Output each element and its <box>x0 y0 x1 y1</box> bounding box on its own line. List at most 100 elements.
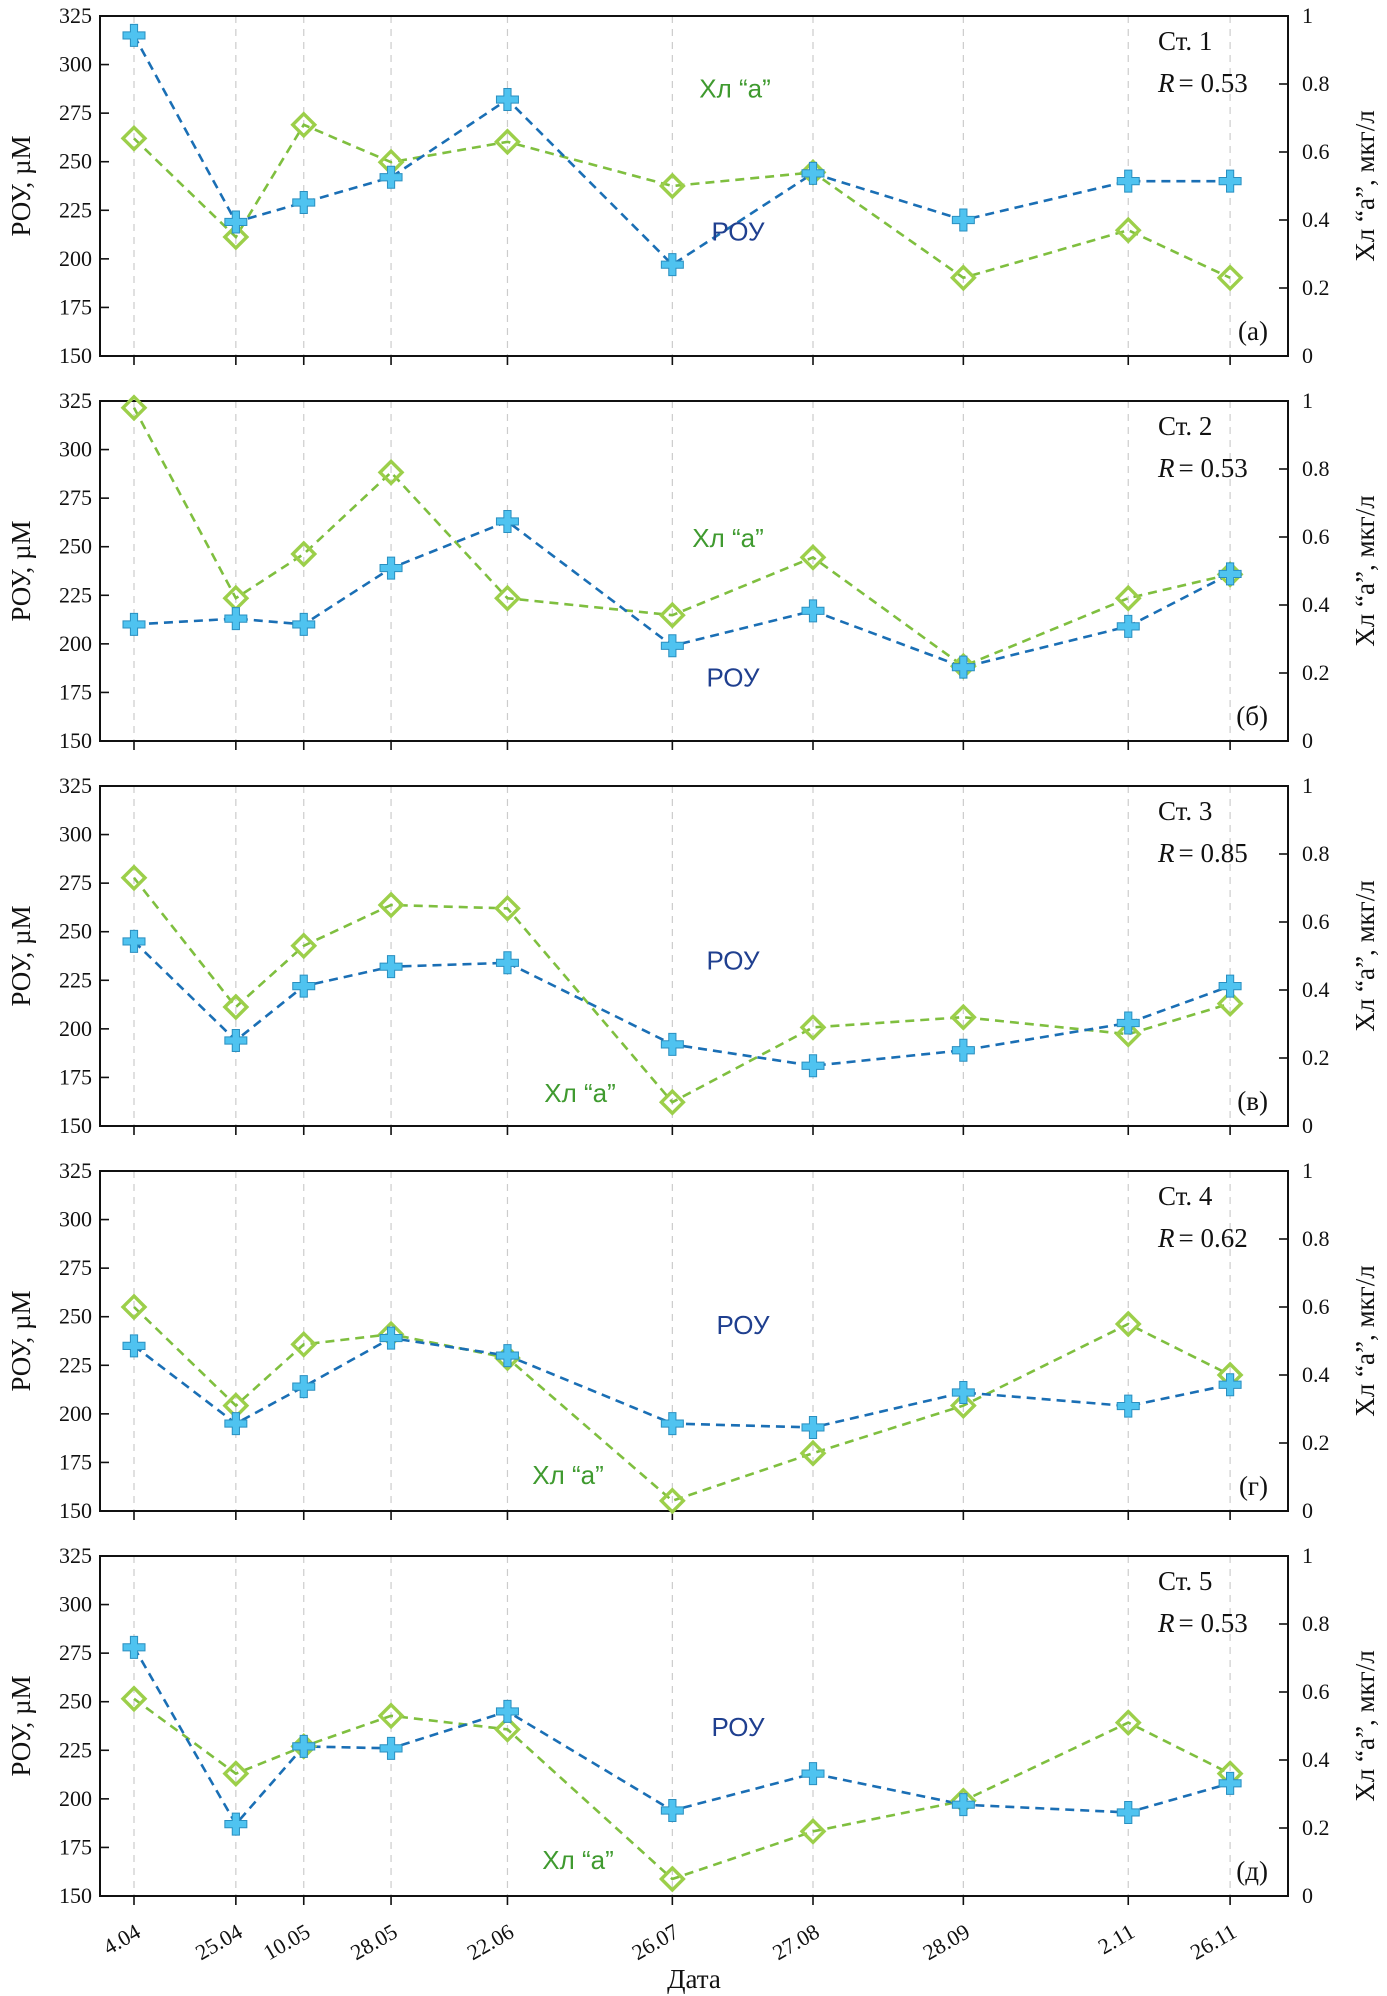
rou-marker <box>495 1344 519 1368</box>
chl-marker <box>290 111 318 139</box>
x-tick-label: 27.08 <box>768 1919 823 1965</box>
chl-marker <box>120 1293 148 1321</box>
rou-marker <box>495 509 519 533</box>
panel-1: 150 175 200 225 250 275 300 325 0 0.2 0.4 0.6 0.8 1 РО… <box>6 3 1380 368</box>
left-y-tick-label: 175 <box>59 679 92 704</box>
left-y-tick-label: 225 <box>59 967 92 992</box>
chl-marker <box>494 128 521 156</box>
left-y-tick-label: 175 <box>59 1064 92 1089</box>
x-axis-title: Дата <box>667 1964 721 1994</box>
rou-marker <box>224 210 248 234</box>
chl-marker <box>494 894 521 922</box>
chl-marker <box>799 1817 827 1845</box>
rou-marker <box>660 634 684 658</box>
right-y-tick-label: 0 <box>1302 1883 1313 1908</box>
rou-marker <box>495 951 519 975</box>
r-symbol: R <box>1157 1608 1175 1638</box>
rou-marker <box>224 1812 248 1836</box>
right-y-tick-label: 0.4 <box>1302 977 1330 1002</box>
chl-marker <box>222 1760 250 1788</box>
chl-line <box>133 1306 1231 1503</box>
station-label: Ст. 2 <box>1158 411 1212 441</box>
rou-line <box>132 1646 1231 1827</box>
right-y-tick-label: 0.6 <box>1302 1294 1330 1319</box>
rou-marker <box>122 1635 146 1659</box>
r-annotation: R = 0.62 <box>1157 1223 1248 1253</box>
left-y-tick-label: 200 <box>59 1016 92 1041</box>
panel-letter: (б) <box>1236 701 1268 731</box>
x-tick-label: 10.05 <box>259 1919 314 1965</box>
left-y-tick-label: 300 <box>59 52 92 77</box>
rou-marker <box>224 1412 248 1436</box>
left-y-tick-label: 200 <box>59 246 92 271</box>
panel-letter: (г) <box>1239 1471 1268 1501</box>
rou-marker <box>1116 1011 1140 1035</box>
left-y-tick-label: 325 <box>59 1158 92 1183</box>
chl-marker <box>799 1439 827 1467</box>
left-y-tick-label: 250 <box>59 534 92 559</box>
left-y-tick-label: 300 <box>59 437 92 462</box>
chl-marker <box>494 1715 521 1743</box>
rou-marker <box>379 1326 403 1350</box>
chl-marker <box>377 1702 405 1730</box>
rou-marker <box>1116 169 1140 193</box>
x-tick-label: 26.07 <box>627 1919 682 1965</box>
plot-frame <box>99 15 1289 357</box>
chl-series-label: Хл “а” <box>542 1845 614 1875</box>
left-y-tick-label: 225 <box>59 582 92 607</box>
left-y-tick-label: 300 <box>59 1592 92 1617</box>
plot-frame <box>99 1170 1289 1512</box>
right-y-tick-label: 0.4 <box>1302 592 1330 617</box>
chl-marker <box>949 1392 977 1420</box>
left-y-tick-label: 275 <box>59 1640 92 1665</box>
right-axis-title: Хл “а”, мкг/л <box>1350 495 1380 646</box>
rou-series-label: РОУ <box>717 1310 770 1340</box>
r-value: = 0.85 <box>1179 838 1248 868</box>
rou-marker <box>951 1793 975 1817</box>
chl-marker <box>1114 1020 1142 1048</box>
right-axis-title: Хл “а”, мкг/л <box>1350 880 1380 1031</box>
right-y-tick-label: 0.4 <box>1302 1747 1330 1772</box>
left-y-tick-label: 200 <box>59 631 92 656</box>
right-y-tick-label: 0.6 <box>1302 524 1330 549</box>
rou-marker <box>495 1699 519 1723</box>
left-axis-title: РОУ, µM <box>6 135 36 236</box>
rou-marker <box>1116 1394 1140 1418</box>
chl-series-label: Хл “а” <box>699 74 771 104</box>
rou-series-label: РОУ <box>712 1712 765 1742</box>
rou-marker <box>122 929 146 953</box>
station-label: Ст. 3 <box>1158 796 1212 826</box>
right-y-tick-label: 1 <box>1302 3 1313 28</box>
panel-3: 150 175 200 225 250 275 300 325 0 0.2 0.4 0.6 0.8 1 РО… <box>6 773 1380 1138</box>
chl-marker <box>799 1013 827 1041</box>
left-y-tick-label: 225 <box>59 197 92 222</box>
chl-marker <box>799 543 827 571</box>
panel-4: 150 175 200 225 250 275 300 325 0 0.2 0.4 0.6 0.8 1 РО… <box>6 1158 1380 1523</box>
right-y-tick-label: 0 <box>1302 343 1313 368</box>
right-axis-title: Хл “а”, мкг/л <box>1350 110 1380 261</box>
rou-series-label: РОУ <box>712 216 765 246</box>
chl-marker <box>949 264 977 292</box>
rou-marker <box>122 23 146 47</box>
rou-marker <box>1218 1373 1242 1397</box>
rou-marker <box>951 655 975 679</box>
rou-marker <box>292 974 316 998</box>
left-axis-title: РОУ, µM <box>6 520 36 621</box>
chl-marker <box>1114 216 1142 244</box>
chl-marker <box>658 172 686 200</box>
rou-marker <box>951 208 975 232</box>
plot-frame <box>99 785 1289 1127</box>
rou-marker <box>379 1736 403 1760</box>
r-value: = 0.53 <box>1179 68 1248 98</box>
right-y-tick-label: 0.4 <box>1302 1362 1330 1387</box>
left-y-tick-label: 275 <box>59 485 92 510</box>
rou-marker <box>801 1415 825 1439</box>
rou-marker <box>660 1412 684 1436</box>
right-y-tick-label: 0.2 <box>1302 1815 1330 1840</box>
rou-marker <box>801 161 825 185</box>
x-tick-label: 28.09 <box>918 1919 973 1965</box>
right-y-tick-label: 0.6 <box>1302 1679 1330 1704</box>
rou-marker <box>379 955 403 979</box>
left-y-tick-label: 300 <box>59 822 92 847</box>
right-y-tick-label: 1 <box>1302 388 1313 413</box>
